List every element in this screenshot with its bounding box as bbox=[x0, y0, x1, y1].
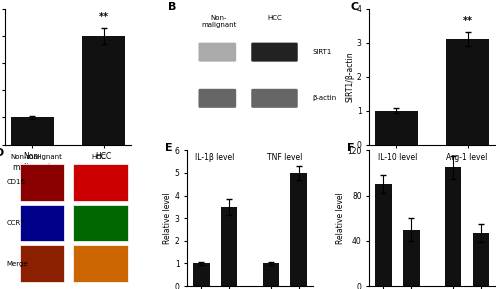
Text: D: D bbox=[0, 148, 4, 158]
FancyBboxPatch shape bbox=[198, 89, 236, 108]
Bar bbox=[472, 233, 490, 286]
Text: Non-malignant: Non-malignant bbox=[10, 154, 62, 160]
FancyBboxPatch shape bbox=[252, 89, 298, 108]
FancyBboxPatch shape bbox=[198, 42, 236, 62]
Text: HCC: HCC bbox=[268, 15, 282, 21]
Text: **: ** bbox=[463, 16, 473, 26]
Bar bbox=[20, 164, 64, 201]
Text: HCC: HCC bbox=[92, 154, 106, 160]
Text: B: B bbox=[168, 2, 176, 12]
Bar bbox=[403, 229, 419, 286]
Text: Non-
malignant: Non- malignant bbox=[201, 15, 236, 28]
Text: β-actin: β-actin bbox=[313, 95, 337, 101]
Text: F: F bbox=[346, 143, 354, 153]
Text: CD16: CD16 bbox=[6, 179, 26, 185]
Text: E: E bbox=[164, 143, 172, 153]
Bar bbox=[82, 36, 125, 144]
Bar bbox=[446, 39, 490, 144]
Text: SIRT1: SIRT1 bbox=[313, 49, 332, 55]
Text: C: C bbox=[350, 2, 358, 12]
Text: **: ** bbox=[98, 12, 108, 22]
Y-axis label: Relative level: Relative level bbox=[163, 192, 172, 244]
Text: IL-10 level: IL-10 level bbox=[378, 153, 417, 162]
Bar bbox=[20, 205, 64, 241]
Bar bbox=[193, 264, 210, 286]
Bar bbox=[73, 164, 128, 201]
Bar bbox=[73, 245, 128, 282]
Bar bbox=[20, 245, 64, 282]
Bar bbox=[73, 205, 128, 241]
Bar bbox=[375, 184, 392, 286]
Bar bbox=[262, 264, 280, 286]
Bar bbox=[290, 173, 307, 286]
Y-axis label: SIRT1/β-actin: SIRT1/β-actin bbox=[345, 51, 354, 102]
Y-axis label: Relative level: Relative level bbox=[336, 192, 344, 244]
Text: Arg-1 level: Arg-1 level bbox=[446, 153, 488, 162]
Bar bbox=[10, 117, 54, 144]
Text: TNF level: TNF level bbox=[267, 153, 302, 162]
Text: IL-1β level: IL-1β level bbox=[196, 153, 235, 162]
Text: CCR7: CCR7 bbox=[6, 220, 25, 226]
Bar bbox=[444, 167, 462, 286]
FancyBboxPatch shape bbox=[252, 42, 298, 62]
Text: Merge: Merge bbox=[6, 261, 28, 267]
Bar bbox=[220, 207, 238, 286]
Bar bbox=[375, 111, 418, 144]
